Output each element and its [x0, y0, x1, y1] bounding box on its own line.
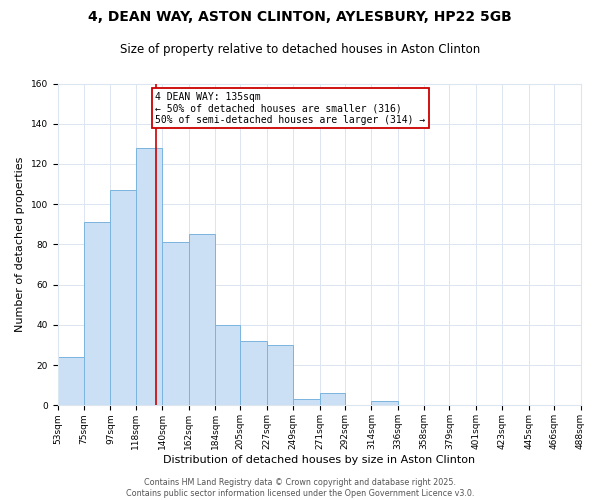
Bar [58, 357, 84, 406]
Y-axis label: Number of detached properties: Number of detached properties [15, 157, 25, 332]
Text: 4, DEAN WAY, ASTON CLINTON, AYLESBURY, HP22 5GB: 4, DEAN WAY, ASTON CLINTON, AYLESBURY, H… [88, 10, 512, 24]
Bar [110, 190, 136, 406]
Bar [84, 222, 110, 406]
Bar [267, 345, 293, 406]
Bar [371, 402, 398, 406]
Bar [215, 325, 240, 406]
Bar [162, 242, 188, 406]
Bar [240, 341, 267, 406]
X-axis label: Distribution of detached houses by size in Aston Clinton: Distribution of detached houses by size … [163, 455, 475, 465]
Text: Contains HM Land Registry data © Crown copyright and database right 2025.
Contai: Contains HM Land Registry data © Crown c… [126, 478, 474, 498]
Text: Size of property relative to detached houses in Aston Clinton: Size of property relative to detached ho… [120, 42, 480, 56]
Bar [293, 400, 320, 406]
Text: 4 DEAN WAY: 135sqm
← 50% of detached houses are smaller (316)
50% of semi-detach: 4 DEAN WAY: 135sqm ← 50% of detached hou… [155, 92, 425, 124]
Bar [188, 234, 215, 406]
Bar [320, 394, 345, 406]
Bar [136, 148, 162, 406]
